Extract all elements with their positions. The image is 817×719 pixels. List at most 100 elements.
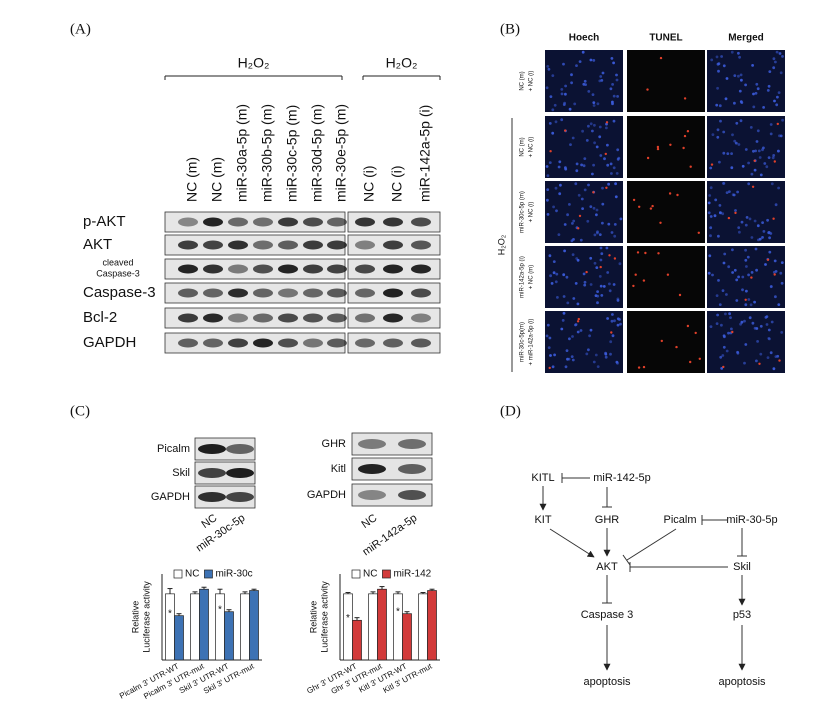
nucleus [730, 166, 734, 170]
nucleus [770, 320, 774, 324]
band [253, 338, 273, 348]
nucleus [720, 55, 723, 58]
nucleus [722, 182, 726, 185]
nucleus [781, 55, 784, 58]
nucleus [762, 230, 766, 233]
tunel-spot [689, 165, 692, 168]
nucleus [749, 126, 753, 129]
band [178, 288, 198, 298]
lane-label: miR-30d-5p (m) [309, 104, 325, 202]
nucleus [780, 261, 784, 264]
tunel-spot [548, 366, 551, 370]
nucleus [605, 246, 609, 250]
nucleus [719, 211, 722, 215]
nucleus [773, 259, 777, 263]
tunel-spot [744, 298, 747, 301]
significance: * [346, 613, 350, 624]
nucleus [709, 186, 713, 190]
row-label: + NC (m) [529, 265, 535, 290]
node: KIT [534, 514, 551, 526]
treatment-label: H₂O₂ [496, 234, 506, 255]
nucleus [709, 215, 713, 218]
nucleus [545, 334, 549, 338]
nucleus [715, 294, 719, 297]
band [355, 264, 375, 274]
nucleus [583, 280, 587, 284]
nucleus [592, 59, 596, 62]
band [278, 288, 298, 298]
nucleus [753, 326, 757, 330]
tunel-spot [758, 362, 761, 365]
nucleus [738, 230, 741, 234]
nucleus [546, 323, 550, 327]
nucleus [772, 270, 776, 274]
nucleus [547, 346, 551, 349]
nucleus [596, 365, 600, 368]
nucleus [754, 149, 757, 153]
legend-swatch [382, 569, 391, 579]
nucleus [553, 353, 556, 357]
nucleus [718, 104, 722, 108]
nucleus [545, 86, 549, 90]
nucleus [741, 275, 745, 279]
lane-label: NC (m) [209, 157, 225, 202]
tunel-spot [549, 150, 552, 153]
nucleus [745, 216, 749, 219]
nucleus [589, 256, 593, 260]
nucleus [766, 89, 770, 92]
tunel-spot [678, 293, 682, 297]
nucleus [572, 297, 576, 300]
band [327, 264, 347, 274]
nucleus [555, 272, 559, 276]
nucleus [726, 152, 730, 156]
tunel-spot [686, 324, 690, 328]
nucleus [737, 74, 740, 78]
tunel-spot [689, 360, 692, 364]
nucleus [753, 300, 756, 304]
nucleus [610, 319, 614, 323]
band [383, 313, 403, 323]
nucleus [748, 316, 752, 320]
nucleus [587, 183, 590, 187]
nucleus [767, 231, 771, 235]
nucleus [601, 202, 605, 206]
nucleus [571, 222, 574, 225]
nucleus [615, 360, 619, 364]
row-label: GAPDH [307, 489, 346, 501]
nucleus [579, 329, 583, 332]
nucleus [596, 294, 600, 298]
nucleus [583, 79, 587, 83]
nucleus [765, 165, 769, 169]
row-label: NC (m) [520, 137, 526, 156]
nucleus [558, 192, 562, 196]
tunel-spot [698, 357, 701, 360]
micrograph [545, 246, 623, 308]
nucleus [720, 323, 723, 327]
tunel-spot [613, 257, 617, 260]
nucleus [752, 105, 756, 109]
nucleus [721, 289, 725, 292]
nucleus [593, 233, 597, 237]
nucleus [718, 204, 722, 207]
bar [377, 588, 387, 661]
nucleus [750, 236, 754, 239]
row-label: + NC (i) [529, 71, 535, 92]
tunel-spot [683, 134, 687, 138]
tunel-spot [638, 205, 641, 208]
nucleus [574, 182, 578, 186]
band [278, 338, 298, 348]
nucleus [723, 335, 726, 339]
nucleus [581, 129, 584, 133]
tunel-spot [710, 163, 714, 166]
nucleus [744, 258, 748, 262]
nucleus [767, 328, 771, 332]
nucleus [747, 298, 751, 301]
nucleus [768, 250, 772, 254]
tunel-spot [646, 88, 649, 91]
blot-strip [351, 483, 433, 507]
tunel-spot [766, 258, 770, 261]
nucleus [562, 295, 566, 298]
blot-strip [351, 432, 433, 456]
nucleus [562, 311, 566, 315]
tunel-spot [750, 276, 753, 279]
